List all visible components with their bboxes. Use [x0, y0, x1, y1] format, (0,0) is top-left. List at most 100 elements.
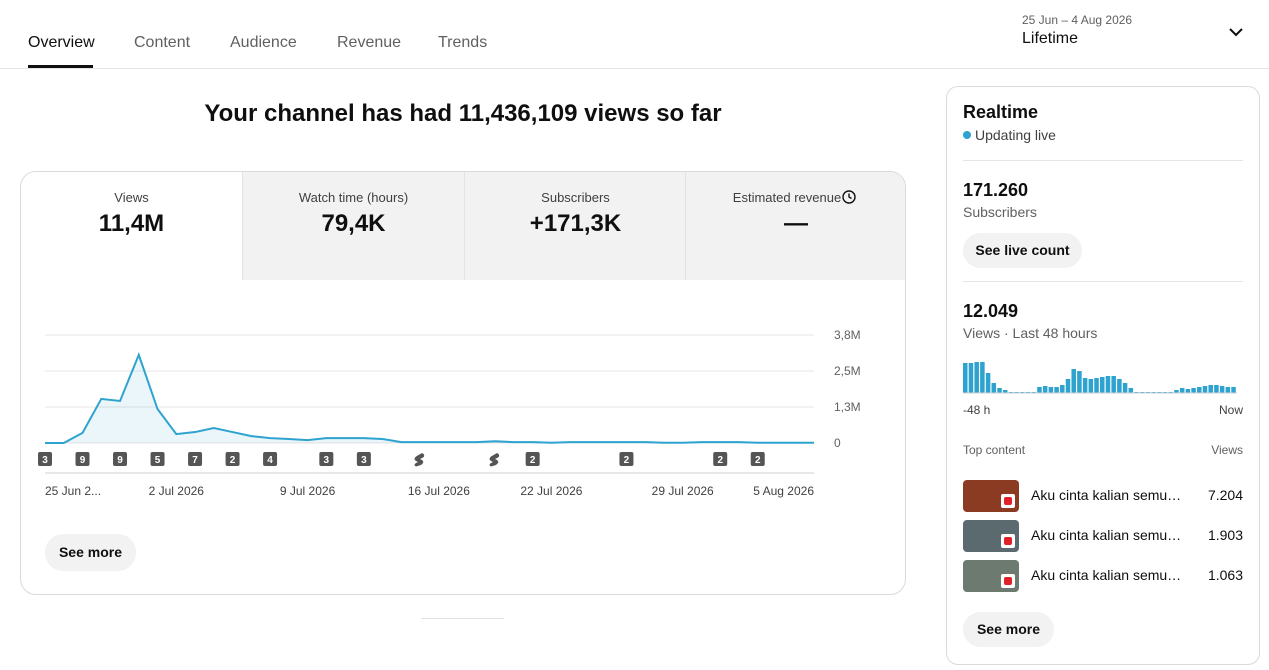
upload-count: 3	[42, 455, 48, 466]
sparkline-bar	[1214, 385, 1219, 393]
sparkline-bar	[991, 383, 997, 393]
sparkline-bar	[1128, 388, 1134, 393]
y-tick-label: 2,5M	[834, 364, 861, 378]
upload-marker	[113, 452, 128, 466]
metric-tab[interactable]: Views 11,4M	[21, 172, 242, 280]
y-tick-label: 1,3M	[834, 400, 861, 414]
sparkline-bar	[1065, 379, 1071, 393]
upload-marker	[750, 452, 765, 466]
upload-count: 3	[324, 455, 330, 466]
metric-tab[interactable]: Watch time (hours) 79,4K	[242, 172, 464, 280]
tab[interactable]: Revenue	[337, 34, 402, 51]
upload-count: 2	[624, 455, 630, 466]
date-range[interactable]: 25 Jun – 4 Aug 2026	[1022, 13, 1133, 27]
upload-count: 9	[117, 455, 123, 466]
tab[interactable]: Content	[134, 34, 191, 51]
x-tick-label: 22 Jul 2026	[520, 484, 582, 498]
sparkline-bar	[1077, 371, 1082, 393]
metric-value: —	[784, 210, 808, 237]
thumbnail[interactable]	[963, 520, 1019, 552]
upload-count: 5	[155, 455, 161, 466]
content-views: 7.204	[1207, 487, 1243, 503]
sparkline-bar	[1174, 390, 1179, 393]
divider	[963, 281, 1243, 282]
headline: Your channel has had 11,436,109 views so…	[204, 100, 722, 127]
sparkline-bar	[1105, 376, 1111, 393]
x-tick-label: 16 Jul 2026	[408, 484, 470, 498]
sparkline-end: Now	[1218, 403, 1243, 417]
tab[interactable]: Audience	[230, 34, 297, 51]
metric-label: Watch time (hours)	[298, 190, 409, 205]
metric-tab[interactable]: Subscribers +171,3K	[464, 172, 686, 280]
x-tick-label: 29 Jul 2026	[652, 484, 714, 498]
x-tick-label: 25 Jun 2...	[45, 484, 101, 498]
sparkline-bar	[1117, 379, 1122, 393]
metric-label: Views	[114, 190, 149, 205]
upload-marker	[225, 452, 240, 466]
sparkline-bar	[1191, 388, 1196, 393]
content-views: 1.903	[1207, 527, 1243, 543]
realtime-card	[946, 86, 1260, 665]
upload-marker	[619, 452, 634, 466]
sparkline-bar	[1225, 387, 1231, 393]
upload-count: 3	[361, 455, 367, 466]
y-tick-label: 3,8M	[834, 328, 861, 342]
sparkline-bar	[1122, 383, 1128, 393]
period-label[interactable]: Lifetime	[1022, 30, 1079, 47]
shorts-icon	[489, 453, 500, 467]
tab-underline	[28, 65, 93, 68]
realtime-title: Realtime	[963, 102, 1039, 122]
upload-marker	[263, 452, 278, 466]
shorts-icon	[414, 453, 425, 467]
live-status: Updating live	[975, 127, 1056, 143]
upload-count: 4	[267, 455, 273, 466]
content-views: 1.063	[1207, 567, 1243, 583]
header-divider	[0, 68, 1269, 69]
sparkline-bar	[1111, 376, 1116, 393]
metric-value: +171,3K	[529, 210, 622, 237]
sparkline-bar	[1071, 369, 1076, 393]
upload-count: 7	[192, 455, 198, 466]
sparkline-bar	[1100, 377, 1105, 393]
sparkline-bar	[968, 363, 974, 393]
views-count: 12.049	[963, 301, 1019, 321]
content-title[interactable]: Aku cinta kalian semu…	[1031, 527, 1182, 543]
upload-count: 9	[80, 455, 86, 466]
dropdown-icon[interactable]	[1228, 26, 1244, 40]
sparkline-bar	[997, 388, 1002, 393]
overview-card: Views 11,4M Watch time (hours) 79,4K Subsc…	[20, 171, 906, 595]
area	[45, 354, 814, 443]
tab[interactable]: Overview	[28, 34, 95, 51]
y-tick-label: 0	[834, 436, 841, 450]
x-tick-label: 9 Jul 2026	[280, 484, 336, 498]
upload-count: 2	[530, 455, 536, 466]
sparkline-bar	[963, 363, 968, 393]
upload-marker	[525, 452, 540, 466]
sparkline-bar	[1042, 386, 1048, 393]
upload-count: 2	[230, 455, 236, 466]
upload-marker	[319, 452, 334, 466]
x-tick-label: 5 Aug 2026	[753, 484, 814, 498]
metric-label: Subscribers	[541, 190, 610, 205]
upload-marker	[713, 452, 728, 466]
upload-marker	[188, 452, 203, 466]
content-title[interactable]: Aku cinta kalian semu…	[1031, 487, 1182, 503]
metric-value: 11,4M	[98, 210, 165, 237]
sparkline-bar	[1231, 387, 1236, 393]
metric-value: 79,4K	[321, 210, 386, 237]
sparkline-bar	[1082, 378, 1088, 393]
content-title[interactable]: Aku cinta kalian semu…	[1031, 567, 1182, 583]
live-count-button[interactable]: See live count	[963, 233, 1082, 268]
tab[interactable]: Trends	[438, 34, 488, 51]
metric-tab[interactable]: Estimated revenue —	[685, 172, 905, 280]
sparkline-bar	[1060, 385, 1065, 393]
upload-marker	[75, 452, 90, 466]
thumbnail[interactable]	[963, 480, 1019, 512]
sparkline-bar	[1202, 386, 1208, 393]
sparkline-bar	[1179, 388, 1185, 393]
see-more-button[interactable]: See more	[963, 612, 1054, 647]
top-content-label: Top content	[963, 443, 1026, 457]
see-more-button[interactable]: See more	[45, 534, 136, 571]
thumbnail[interactable]	[963, 560, 1019, 592]
